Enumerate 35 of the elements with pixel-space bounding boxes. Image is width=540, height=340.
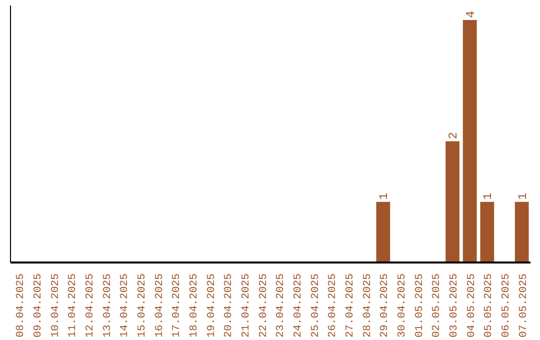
x-tick-label: 17.04.2025 xyxy=(171,273,184,338)
x-tick-label: 30.04.2025 xyxy=(396,273,408,338)
x-tick-label: 04.05.2025 xyxy=(466,273,478,338)
x-tick-label: 13.04.2025 xyxy=(102,273,114,338)
data-label: 4 xyxy=(464,10,478,18)
x-tick-label: 01.05.2025 xyxy=(414,273,426,338)
x-tick-label: 20.04.2025 xyxy=(223,273,236,338)
x-tick-label: 08.04.2025 xyxy=(15,273,28,338)
x-tick-label: 16.04.2025 xyxy=(154,273,166,338)
x-tick-label: 07.05.2025 xyxy=(518,273,530,338)
x-tick-label: 06.05.2025 xyxy=(500,273,512,338)
x-tick-label: 10.04.2025 xyxy=(50,273,62,338)
x-tick-label: 11.04.2025 xyxy=(67,273,80,338)
x-tick-label: 09.04.2025 xyxy=(32,273,44,338)
x-tick-label: 21.04.2025 xyxy=(240,273,252,338)
x-tick-label: 27.04.2025 xyxy=(344,273,356,338)
x-tick-label: 05.05.2025 xyxy=(483,273,496,338)
x-tick-label: 26.04.2025 xyxy=(327,273,340,338)
x-tick-label: 22.04.2025 xyxy=(258,273,270,338)
x-tick-label: 29.04.2025 xyxy=(379,273,392,338)
x-tick-label: 03.05.2025 xyxy=(448,273,460,338)
x-tick-label: 14.04.2025 xyxy=(119,273,132,338)
data-label: 1 xyxy=(481,192,496,200)
x-tick-label: 28.04.2025 xyxy=(362,273,374,338)
data-label: 1 xyxy=(516,192,530,200)
x-tick-label: 15.04.2025 xyxy=(136,273,148,338)
x-tick-label: 25.04.2025 xyxy=(310,273,322,338)
x-tick-label: 18.04.2025 xyxy=(188,273,200,338)
x-tick-label: 02.05.2025 xyxy=(431,273,444,338)
data-label: 2 xyxy=(446,132,460,140)
x-tick-label: 24.04.2025 xyxy=(292,273,304,338)
x-tick-label: 23.04.2025 xyxy=(275,273,288,338)
x-tick-label: 12.04.2025 xyxy=(84,273,96,338)
x-tick-label: 19.04.2025 xyxy=(206,273,218,338)
data-label: 1 xyxy=(377,192,392,200)
